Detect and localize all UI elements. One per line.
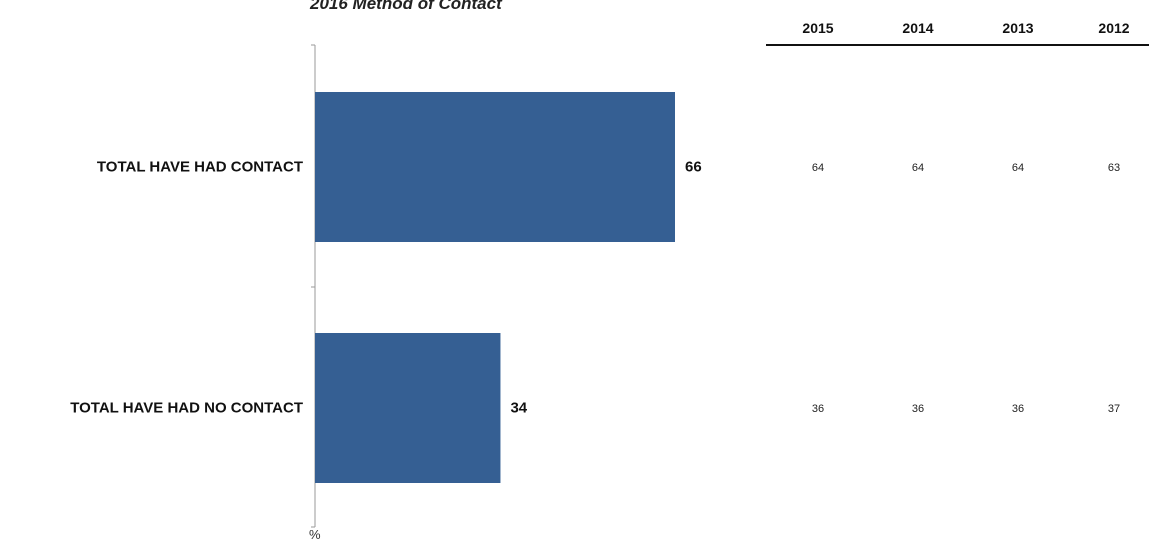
history-cell-contact-2015: 64 xyxy=(811,162,825,174)
year-header-2012: 2012 xyxy=(1098,20,1130,36)
category-label-no-contact: TOTAL HAVE HAD NO CONTACT xyxy=(70,399,303,417)
year-header-2013: 2013 xyxy=(1002,20,1034,36)
data-label-contact: 66 xyxy=(685,158,702,176)
history-cell-no-contact-2015: 36 xyxy=(811,403,825,415)
x-axis-unit-label: % xyxy=(309,527,321,542)
bar-no-contact xyxy=(315,333,501,483)
history-cell-contact-2014: 64 xyxy=(911,162,925,174)
table-header-rule xyxy=(766,44,1149,46)
year-header-2014: 2014 xyxy=(902,20,934,36)
history-cell-no-contact-2014: 36 xyxy=(911,403,925,415)
year-header-2015: 2015 xyxy=(802,20,834,36)
history-cell-contact-2012: 63 xyxy=(1107,162,1121,174)
history-cell-no-contact-2012: 37 xyxy=(1107,403,1121,415)
data-label-no-contact: 34 xyxy=(510,399,528,417)
category-label-contact: TOTAL HAVE HAD CONTACT xyxy=(96,158,303,176)
history-cell-no-contact-2013: 36 xyxy=(1011,403,1025,415)
chart-title: 2016 Method of Contact xyxy=(310,0,502,13)
history-cell-contact-2013: 64 xyxy=(1011,162,1025,174)
bar-contact xyxy=(315,92,675,242)
